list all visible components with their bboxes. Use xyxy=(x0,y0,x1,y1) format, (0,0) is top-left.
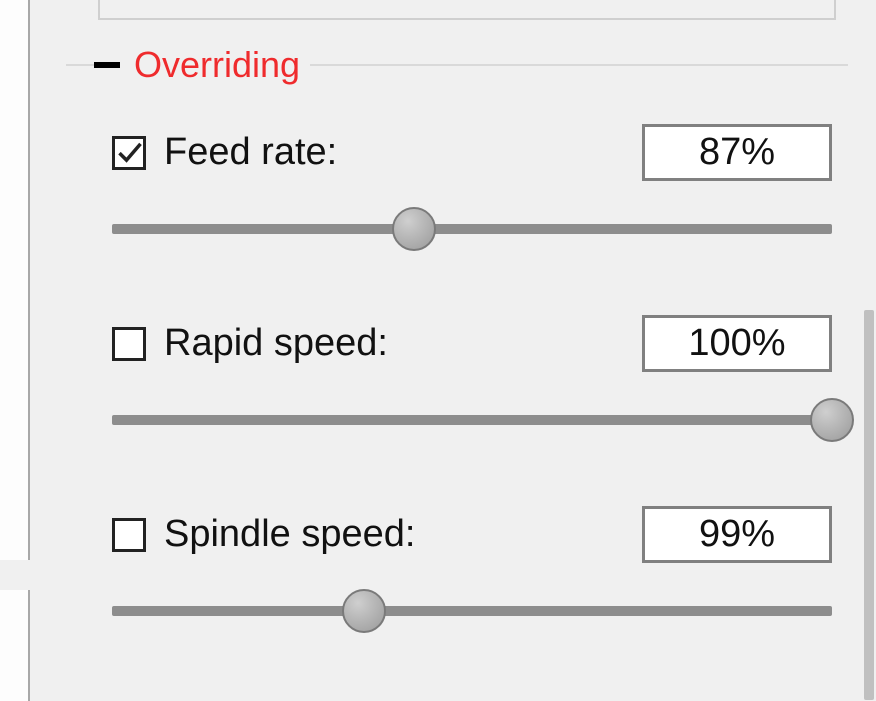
row-rapid-speed: Rapid speed: 100% xyxy=(66,293,848,372)
slider-track xyxy=(112,606,832,616)
group-title: Overriding xyxy=(134,44,300,86)
left-panel-edge-lower xyxy=(0,590,30,701)
scrollbar[interactable] xyxy=(862,0,876,701)
spindle-speed-slider-thumb[interactable] xyxy=(342,589,386,633)
checkmark-icon xyxy=(116,138,144,166)
collapse-toggle-icon[interactable] xyxy=(94,62,120,68)
rapid-speed-slider-wrap xyxy=(66,372,848,484)
rapid-speed-label: Rapid speed: xyxy=(164,322,388,365)
spindle-speed-slider[interactable] xyxy=(112,589,832,633)
rapid-speed-value[interactable]: 100% xyxy=(642,315,832,372)
panel-root: Overriding Feed rate: 87% Rapid speed: xyxy=(0,0,876,701)
row-left: Rapid speed: xyxy=(112,322,388,365)
spindle-speed-slider-wrap xyxy=(66,563,848,633)
slider-track xyxy=(112,224,832,234)
feed-rate-slider[interactable] xyxy=(112,207,832,251)
rapid-speed-checkbox[interactable] xyxy=(112,327,146,361)
scrollbar-thumb[interactable] xyxy=(864,310,874,700)
rapid-speed-slider-thumb[interactable] xyxy=(810,398,854,442)
slider-track xyxy=(112,415,832,425)
row-left: Feed rate: xyxy=(112,131,337,174)
group-header: Overriding xyxy=(94,44,310,86)
feed-rate-slider-wrap xyxy=(66,181,848,293)
left-panel-edge xyxy=(0,0,30,560)
spindle-speed-label: Spindle speed: xyxy=(164,513,415,556)
overriding-group: Overriding Feed rate: 87% Rapid speed: xyxy=(66,64,848,701)
feed-rate-slider-thumb[interactable] xyxy=(392,207,436,251)
feed-rate-label: Feed rate: xyxy=(164,131,337,174)
row-left: Spindle speed: xyxy=(112,513,415,556)
spindle-speed-checkbox[interactable] xyxy=(112,518,146,552)
feed-rate-value[interactable]: 87% xyxy=(642,124,832,181)
feed-rate-checkbox[interactable] xyxy=(112,136,146,170)
row-spindle-speed: Spindle speed: 99% xyxy=(66,484,848,563)
spindle-speed-value[interactable]: 99% xyxy=(642,506,832,563)
previous-group-hint xyxy=(98,0,836,20)
row-feed-rate: Feed rate: 87% xyxy=(66,102,848,181)
rapid-speed-slider[interactable] xyxy=(112,398,832,442)
